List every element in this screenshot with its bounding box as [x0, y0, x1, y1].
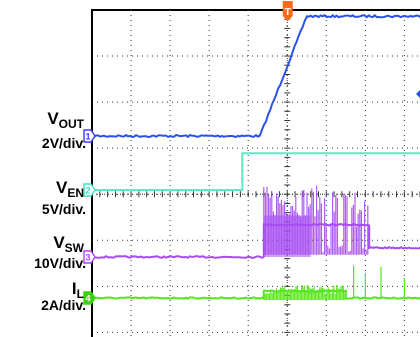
trace-line [91, 289, 420, 300]
channel-4-marker: 4 [83, 291, 96, 305]
channel-markers: 1 2 3 4 [83, 129, 96, 305]
switching-burst-fill [263, 215, 311, 257]
channel-name: VSW [53, 233, 84, 255]
channel-labels: VOUT2V/div.VEN5V/div.VSW10V/div.IL2A/div… [34, 109, 86, 313]
marker-shape [83, 291, 96, 305]
trigger-shape [282, 1, 293, 21]
channel-name-main: V [47, 109, 59, 128]
trace-vsw [91, 185, 420, 259]
trigger-letter: T [285, 7, 291, 18]
channel-name-subscript: EN [67, 186, 84, 200]
trace-line [92, 152, 420, 191]
channel-name-main: V [56, 178, 68, 197]
channel-scale: 10V/div. [34, 255, 86, 271]
plot-frame [91, 9, 420, 337]
marker-shape [83, 183, 96, 197]
channel-scale: 5V/div. [42, 201, 86, 217]
channel-3-marker: 3 [83, 250, 96, 264]
channel-name-main: V [53, 233, 65, 252]
channel-name: IL [72, 279, 84, 301]
trace-il [91, 265, 420, 300]
marker-number: 2 [85, 186, 90, 196]
channel-name-subscript: SW [65, 241, 85, 255]
channel-name-main: I [72, 279, 77, 298]
channel-scale: 2A/div. [41, 297, 86, 313]
channel-name: VEN [56, 178, 84, 200]
channel-1-label: VOUT 2V/div. [42, 109, 86, 151]
trigger-indicator: T [282, 1, 420, 98]
channel-name: VOUT [47, 109, 84, 131]
marker-number: 4 [85, 294, 90, 304]
reference-arrow [416, 90, 420, 98]
channel-name-subscript: OUT [59, 117, 85, 131]
marker-shape [83, 250, 96, 264]
marker-shape [83, 129, 96, 143]
channel-1-marker: 1 [83, 129, 96, 143]
marker-number: 1 [85, 132, 90, 142]
trace-vout [91, 14, 420, 138]
channel-scale: 2V/div. [42, 135, 86, 151]
trace-line [91, 14, 420, 138]
channel-name-subscript: L [77, 287, 84, 301]
marker-number: 3 [85, 253, 90, 263]
current-burst [263, 285, 346, 300]
trigger-marker: T [282, 1, 293, 21]
graticule [91, 9, 420, 337]
channel-2-marker: 2 [83, 183, 96, 197]
trace-ven [92, 152, 420, 191]
traces [91, 14, 420, 300]
